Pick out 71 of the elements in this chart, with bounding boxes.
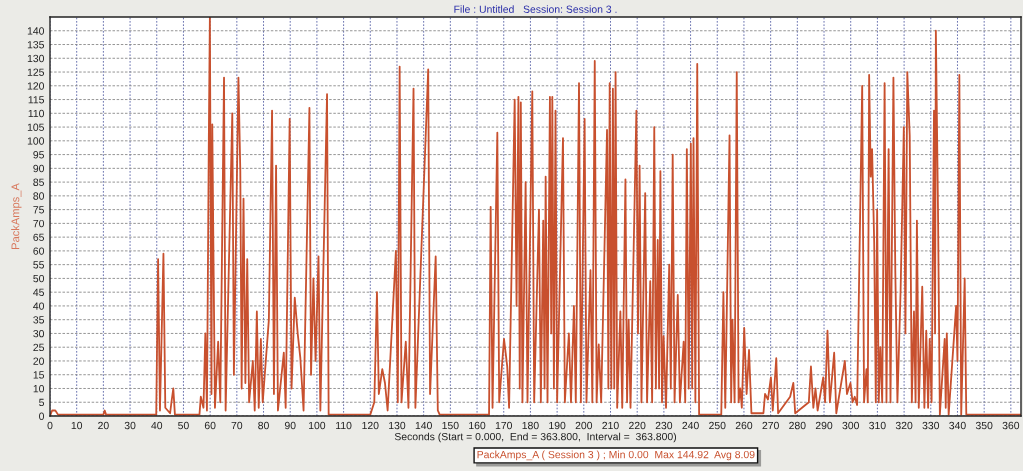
x-tick-label: 120 (362, 421, 379, 430)
x-tick-label: 50 (178, 421, 189, 430)
y-tick-label: 75 (33, 206, 45, 214)
x-tick-label: 350 (975, 421, 993, 430)
x-axis-title: Seconds (Start = 0.000, End = 363.800, Interval = 363.800) (394, 432, 677, 443)
x-tick-label: 140 (415, 421, 432, 430)
y-tick-label: 80 (33, 192, 45, 200)
y-tick-label: 140 (27, 27, 45, 35)
y-axis-title: PackAmps_A (11, 183, 22, 249)
y-tick-label: 25 (33, 343, 45, 352)
x-tick-label: 360 (1002, 421, 1020, 430)
x-tick-label: 240 (682, 421, 699, 430)
x-tick-label: 330 (922, 421, 940, 430)
y-tick-label: 5 (39, 398, 45, 407)
y-tick-label: 35 (33, 316, 45, 324)
text: PackAmps_A ( Session 3 ) ; Min 0.00 Max 144.92 Avg 8.09 (477, 450, 755, 461)
y-tick-label: 100 (27, 137, 45, 145)
y-tick-label: 10 (33, 384, 45, 393)
x-tick-label: 220 (629, 421, 646, 430)
y-tick-label: 90 (33, 164, 45, 173)
y-tick-label: 65 (33, 233, 45, 242)
y-tick-label: 105 (27, 123, 45, 131)
x-tick-label: 180 (522, 421, 539, 430)
x-tick-label: 310 (869, 421, 886, 430)
x-tick-label: 130 (389, 421, 406, 430)
y-tick-label: 95 (33, 151, 45, 159)
x-tick-label: 210 (602, 421, 619, 430)
x-tick-label: 300 (842, 421, 859, 430)
line-series (50, 17, 1021, 416)
x-tick-label: 30 (124, 421, 136, 430)
chart-title: File : Untitled Session: Session 3 . (454, 5, 617, 13)
x-tick-label: 0 (47, 421, 53, 430)
y-tick-label: 120 (27, 82, 45, 90)
x-tick-label: 170 (495, 421, 513, 430)
x-tick-label: 230 (655, 421, 673, 430)
y-tick-label: 45 (33, 288, 45, 297)
y-tick-label: 20 (33, 357, 45, 365)
x-tick-label: 10 (71, 421, 83, 430)
y-tick-label: 60 (33, 247, 45, 255)
y-tick-label: 40 (33, 302, 45, 310)
x-tick-label: 70 (231, 421, 243, 430)
y-tick-label: 70 (33, 219, 45, 228)
x-tick-label: 290 (815, 421, 833, 430)
x-tick-label: 270 (762, 421, 779, 430)
y-tick-label: 30 (33, 329, 45, 338)
x-tick-label: 250 (709, 421, 726, 430)
y-tick-label: 0 (39, 412, 45, 420)
x-tick-label: 200 (575, 421, 593, 430)
x-tick-label: 20 (98, 421, 109, 430)
x-tick-label: 260 (735, 421, 753, 430)
x-tick-label: 280 (789, 421, 806, 430)
x-tick-label: 60 (204, 421, 216, 430)
x-tick-label: 90 (284, 421, 296, 430)
y-tick-label: 50 (33, 274, 45, 283)
x-tick-label: 40 (151, 421, 163, 430)
x-tick-label: 150 (442, 421, 459, 430)
y-tick-label: 115 (28, 96, 45, 104)
x-tick-label: 340 (949, 421, 966, 430)
y-tick-label: 55 (33, 261, 45, 269)
x-tick-label: 320 (895, 421, 913, 430)
y-tick-label: 15 (33, 371, 45, 379)
x-tick-label: 190 (549, 421, 566, 430)
y-tick-label: 85 (33, 178, 45, 186)
y-tick-label: 130 (27, 54, 45, 63)
x-tick-label: 160 (469, 421, 486, 430)
x-tick-label: 110 (336, 421, 352, 430)
y-tick-label: 125 (27, 68, 45, 76)
x-tick-label: 100 (309, 421, 326, 430)
y-tick-label: 110 (28, 109, 45, 118)
x-tick-label: 80 (258, 421, 269, 430)
y-tick-label: 135 (27, 41, 45, 49)
